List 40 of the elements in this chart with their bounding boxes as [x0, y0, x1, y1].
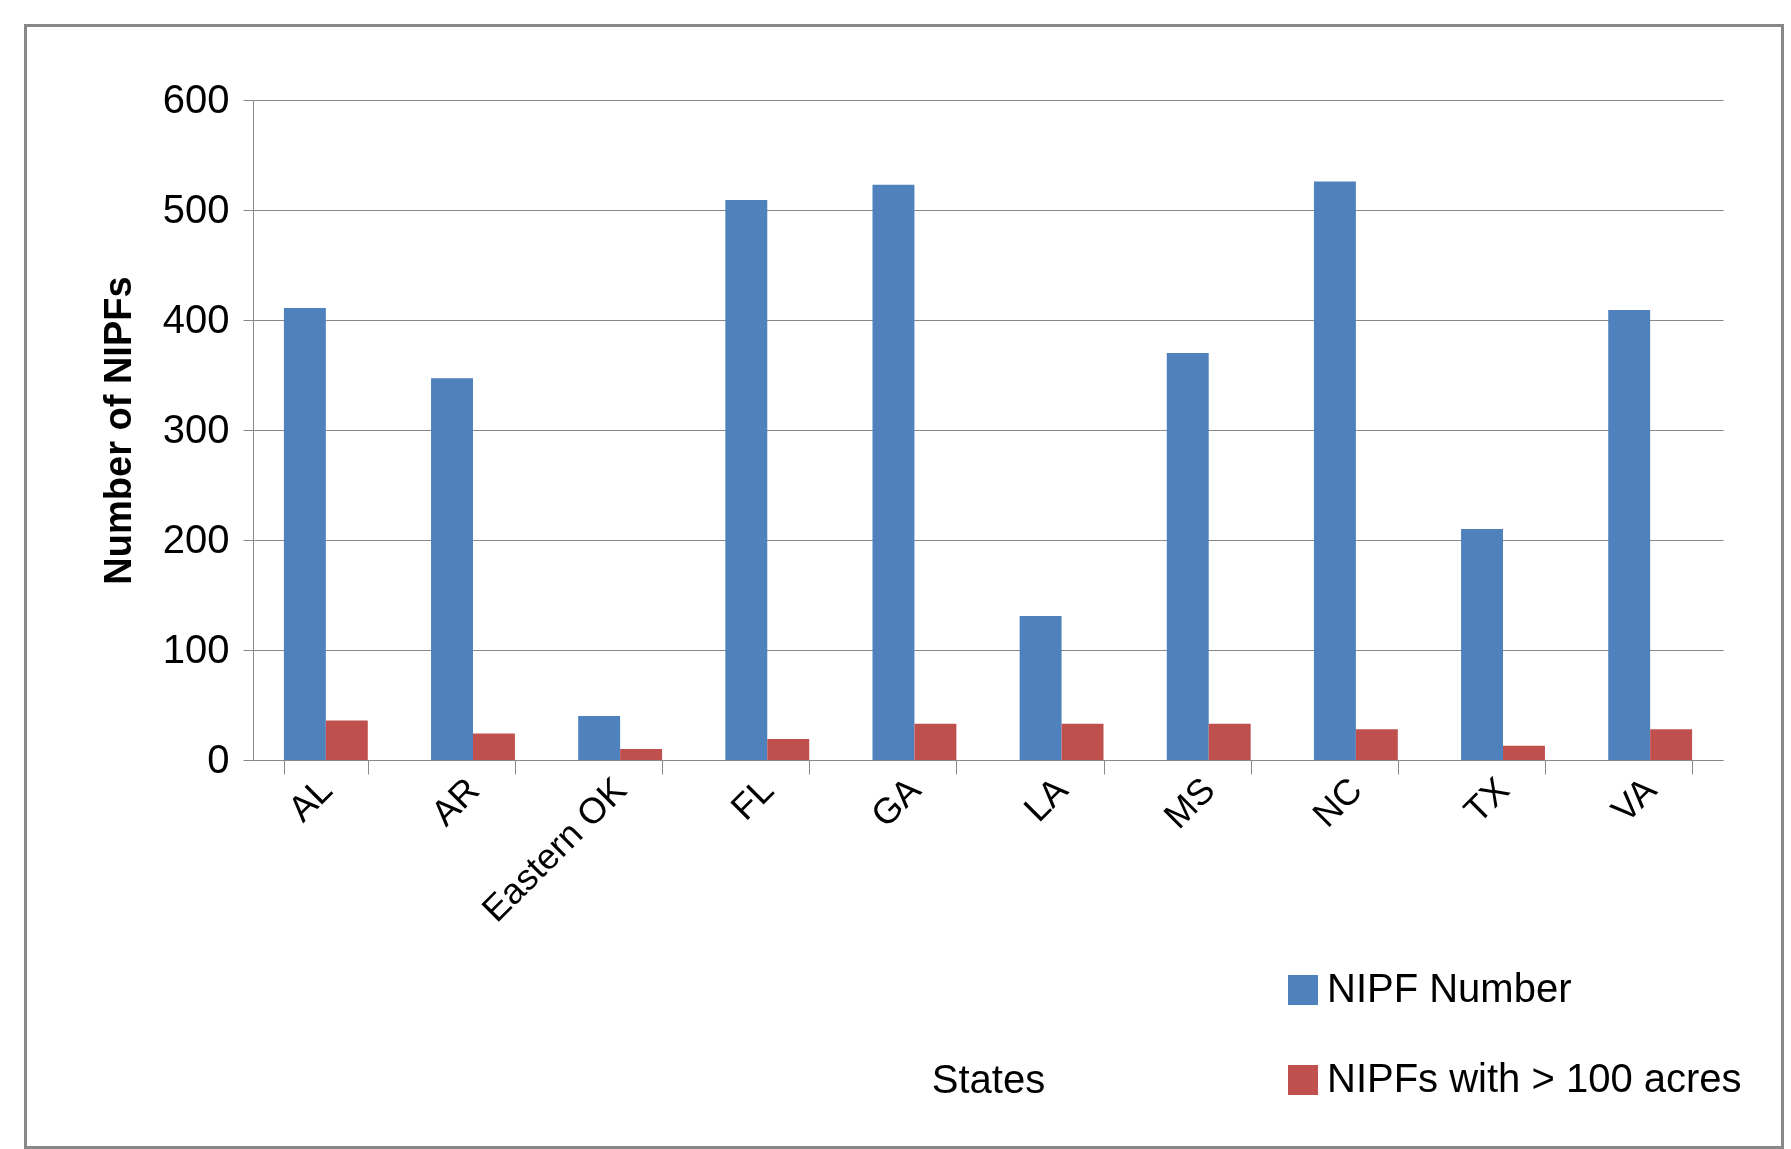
y-tick-label: 400	[162, 296, 230, 341]
x-tick-label: VA	[1603, 768, 1665, 831]
bar	[472, 733, 515, 760]
bar	[620, 749, 663, 760]
legend-label: NIPFs with > 100 acres	[1327, 1056, 1742, 1100]
y-tick-label: 600	[162, 76, 230, 121]
bar	[1650, 729, 1693, 760]
x-tick-label: AL	[279, 768, 340, 830]
bar	[431, 378, 473, 760]
bar	[1019, 615, 1062, 760]
y-tick-label: 300	[162, 406, 230, 451]
bar	[325, 720, 368, 760]
bar	[1355, 729, 1398, 760]
x-axis-title: States	[931, 1056, 1046, 1101]
y-tick-label: 0	[207, 736, 230, 781]
x-tick-label: NC	[1304, 768, 1370, 835]
y-axis-title: Number of NIPFs	[96, 276, 139, 585]
bar	[725, 200, 768, 760]
bar	[283, 307, 326, 760]
bar	[578, 716, 621, 760]
y-tick-label: 200	[162, 516, 230, 561]
x-tick-label: TX	[1455, 768, 1517, 831]
bar	[1503, 745, 1545, 760]
bar	[1313, 181, 1356, 760]
x-tick-label: FL	[722, 768, 782, 828]
x-tick-label: MS	[1155, 768, 1223, 837]
x-tick-label: AR	[422, 768, 487, 834]
x-tick-label: GA	[862, 768, 929, 835]
bar	[1166, 353, 1209, 760]
bar	[914, 723, 957, 760]
legend-label: NIPF Number	[1327, 966, 1572, 1010]
y-tick-label: 100	[162, 626, 230, 671]
x-tick-label: LA	[1015, 768, 1076, 830]
bar	[872, 184, 915, 760]
y-tick-label: 500	[162, 186, 230, 231]
bar	[1461, 529, 1504, 760]
bar	[767, 739, 810, 760]
bar	[1608, 310, 1651, 760]
bar	[1208, 723, 1251, 760]
bar	[1061, 723, 1104, 760]
